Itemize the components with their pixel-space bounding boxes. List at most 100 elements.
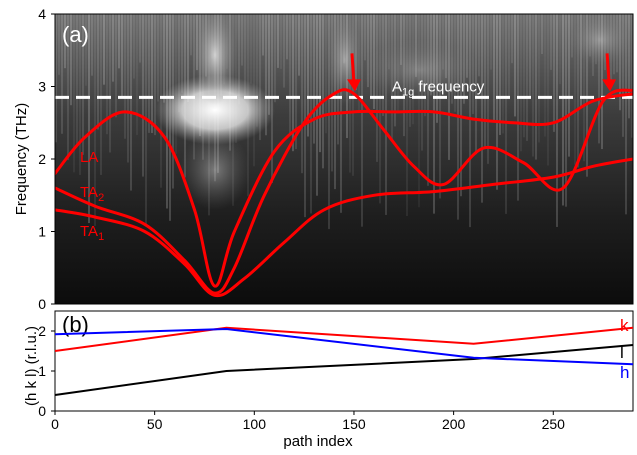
y-tick-label: 0 [38,296,46,312]
heatmap-stripe [529,14,531,98]
heatmap-stripe [262,14,264,56]
heatmap-stripe [532,14,534,157]
heatmap-stripe [259,14,261,141]
heatmap-stripe [109,14,111,153]
heatmap-stripe [154,14,156,136]
heatmap-stripe [64,14,66,69]
panel-a: A1g frequency LA TA2 TA1 (a) 0 1 2 3 4 Frequenc… [13,6,634,312]
heatmap-stripe [559,14,561,85]
hkl-line-l [54,344,634,396]
y-tick-label: 2 [38,323,46,339]
heatmap-stripe [79,14,81,175]
y-tick-label: 2 [38,151,46,167]
y-tick-label: 1 [38,224,46,240]
heatmap-stripe [328,14,330,230]
heatmap-stripe [499,14,501,135]
heatmap-stripe [493,14,495,122]
heatmap-stripe [241,14,243,66]
heatmap-stripe [439,14,441,199]
heatmap-stripe [127,14,129,163]
heatmap-stripe [520,14,522,152]
heatmap-stripe [361,14,363,227]
heatmap-stripe [307,14,309,137]
heatmap-stripe [538,14,540,143]
heatmap-stripe [565,14,567,207]
heatmap-stripe [517,14,519,201]
hkl-label-k: k [620,316,629,335]
heatmap-stripe [94,14,96,227]
y-tick-label: 0 [38,403,46,419]
heatmap-stripe [115,14,117,118]
heatmap-stripe [244,14,246,96]
y-tick-label: 4 [38,6,46,22]
heatmap-stripe [385,14,387,215]
heatmap-stripe [568,14,570,157]
heatmap-stripe [133,14,135,79]
heatmap-stripe [628,14,630,119]
heatmap-stripe [625,14,627,215]
heatmap-stripe [400,14,402,65]
heatmap-stripe [238,14,240,105]
heatmap-stripe [364,14,366,61]
heatmap-stripe [274,14,276,103]
heatmap-stripe [97,14,99,130]
heatmap-intensity [55,14,633,298]
heatmap-stripe [322,14,324,169]
heatmap-stripe [583,14,585,162]
heatmap-stripe [118,14,120,69]
heatmap-stripe [67,14,69,161]
heatmap-stripe [379,14,381,204]
x-tick-label: 50 [147,416,163,432]
heatmap-stripe [505,14,507,214]
heatmap-stripe [466,14,468,78]
hkl-line-h [54,327,634,366]
heatmap-stripe [130,14,132,191]
dispersion-curve-ta2 [55,88,633,295]
heatmap-stripe [277,14,279,68]
heatmap-stripe [91,14,93,76]
hkl-label-h: h [620,363,629,382]
heatmap-stripe [55,14,57,143]
heatmap-stripe [514,14,516,117]
heatmap-stripe [280,14,282,69]
panel-a-label: (a) [62,22,89,47]
panel-a-ylabel: Frequency (THz) [13,103,30,216]
heatmap-stripe [433,14,435,214]
heatmap-stripe [496,14,498,190]
heatmap-stripe [142,14,144,177]
hkl-label-l: l [620,343,624,362]
heatmap-stripe [292,14,294,152]
heatmap-stripe [313,14,315,144]
heatmap-stripe [553,14,555,132]
heatmap-stripe [406,14,408,217]
a1g-reference-label: A1g frequency [392,78,485,98]
heatmap-stripe [511,14,513,64]
heatmap-stripe [112,14,114,82]
heatmap-stripe [121,14,123,97]
heatmap-stripe [286,14,288,60]
branch-label-ta2: TA2 [80,184,104,204]
heatmap-stripe [601,14,603,150]
heatmap-stripe [304,14,306,218]
heatmap-stripe [577,14,579,168]
panel-b-ylabel: (h k l) (r.l.u.) [23,326,40,406]
heatmap-stripe [334,14,336,190]
heatmap-stripe [460,14,462,197]
heatmap-stripe [508,14,510,99]
heatmap-stripe [187,14,189,103]
heatmap-stripe [523,14,525,138]
heatmap-stripe [85,14,87,86]
heatmap-stripe [526,14,528,141]
heatmap-stripe [562,14,564,206]
heatmap-stripe [481,14,483,203]
y-tick-label: 1 [38,363,46,379]
heatmap-stripe [586,14,588,177]
heatmap-stripe [325,14,327,134]
heatmap-stripe [598,14,600,144]
heatmap-stripe [547,14,549,166]
crossing-arrow [346,53,361,92]
heatmap-stripe [631,14,633,138]
heatmap-stripe [181,14,183,93]
heatmap-stripe [316,14,318,196]
